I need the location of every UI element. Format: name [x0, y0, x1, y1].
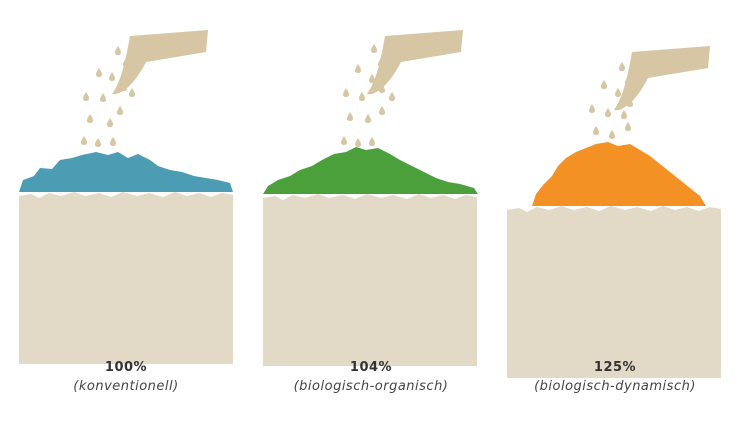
panel-biologisch-organisch [263, 30, 478, 366]
percent-label: 125% [593, 360, 637, 375]
compost-pile [532, 142, 706, 206]
method-label: (biologisch-organisch) [293, 379, 449, 394]
compost-pile [263, 147, 478, 194]
method-label: (biologisch-dynamisch) [534, 379, 696, 394]
soil-block [263, 194, 477, 366]
compost-pile [19, 152, 233, 192]
method-label: (konventionell) [73, 379, 179, 394]
soil-block [507, 206, 721, 378]
water-drops [81, 46, 135, 147]
percent-label: 104% [349, 360, 393, 375]
panel-biologisch-dynamisch [507, 46, 721, 378]
panel-konventionell [19, 30, 233, 364]
percent-label: 100% [104, 360, 148, 375]
soil-block [19, 192, 233, 364]
